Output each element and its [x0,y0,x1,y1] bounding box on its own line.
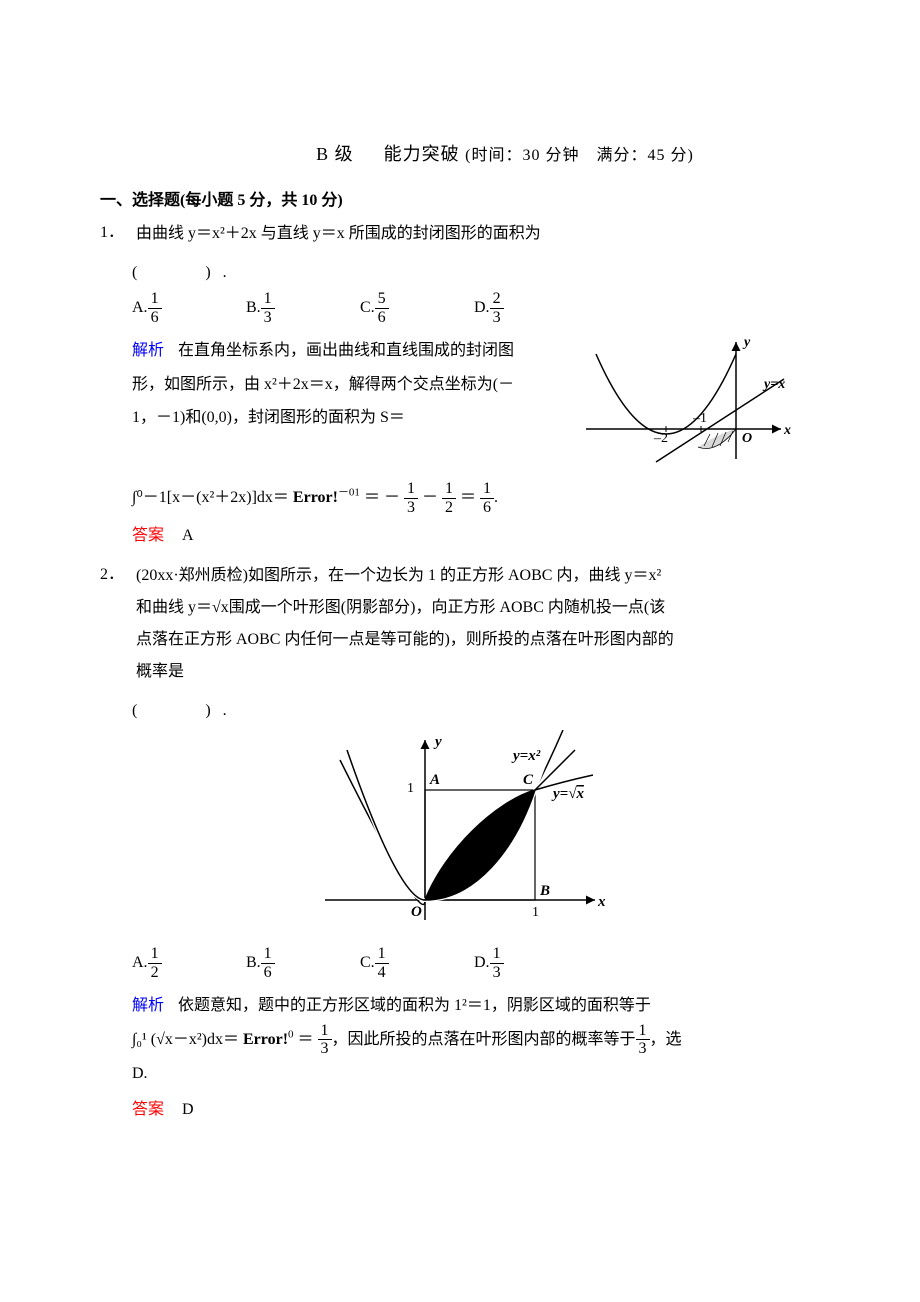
q2-option-c: C.14 [360,945,470,981]
axis-y-label: y [742,335,751,350]
origin-label: O [742,431,752,446]
q2-number: 2． [100,560,132,584]
q1-paren: ( ). [100,258,820,282]
tick-m1: –1 [692,411,707,426]
svg-text:x: x [597,894,606,910]
q1-answer: 答案 A [100,520,820,552]
svg-text:y: y [433,734,442,750]
q1-options: A.16 B.13 C.56 D.23 [100,290,820,326]
q2-stem: (20xx·郑州质检)如图所示，在一个边长为 1 的正方形 AOBC 内，曲线 … [136,560,816,688]
question-1: 1． 由曲线 y＝x²＋2x 与直线 y＝x 所围成的封闭图形的面积为 [100,218,820,250]
svg-text:A: A [429,772,440,788]
q2-analysis: 解析依题意知，题中的正方形区域的面积为 1²＝1，阴影区域的面积等于 ∫₀¹ (… [100,990,820,1090]
q1-option-b: B.13 [246,290,356,326]
analysis-label: 解析 [132,342,164,359]
page-title: B 级 能力突破 (时间：30 分钟 满分：45 分) [190,140,820,166]
q2-answer: 答案 D [100,1094,820,1126]
tick-m2: –2 [653,431,668,446]
svg-text:1: 1 [407,781,414,796]
title-timing: (时间：30 分钟 满分：45 分) [465,147,694,164]
q1-option-c: C.56 [360,290,470,326]
q1-stem: 由曲线 y＝x²＋2x 与直线 y＝x 所围成的封闭图形的面积为 [136,218,816,250]
title-level: B 级 [316,144,354,164]
section-heading: 一、选择题(每小题 5 分，共 10 分) [100,186,820,210]
svg-text:C: C [523,772,534,788]
svg-text:1: 1 [532,905,539,920]
svg-text:y=x²: y=x² [511,748,541,764]
q2-option-d: D.13 [474,945,584,981]
q1-option-d: D.23 [474,290,584,326]
q2-option-a: A.12 [132,945,242,981]
q1-analysis: 解析在直角坐标系内，画出曲线和直线围成的封闭图 形，如图所示，由 x²＋2x＝x… [100,334,820,516]
q1-option-a: A.16 [132,290,242,326]
svg-text:B: B [539,883,550,899]
q2-option-b: B.16 [246,945,356,981]
q1-figure: y x y=x –1 –2 O [566,334,796,476]
title-subtitle: 能力突破 [384,144,460,164]
line-label: y=x [762,377,785,392]
q2-figure: y x 1 1 A C B O y=x² y=√x [100,730,820,935]
question-2: 2． (20xx·郑州质检)如图所示，在一个边长为 1 的正方形 AOBC 内，… [100,560,820,688]
svg-text:O: O [411,904,422,920]
q2-paren: ( ). [100,696,820,720]
axis-x-label: x [783,423,791,438]
svg-text:y=√x: y=√x [551,786,584,802]
q2-options: A.12 B.16 C.14 D.13 [100,945,820,981]
q1-number: 1． [100,218,132,242]
